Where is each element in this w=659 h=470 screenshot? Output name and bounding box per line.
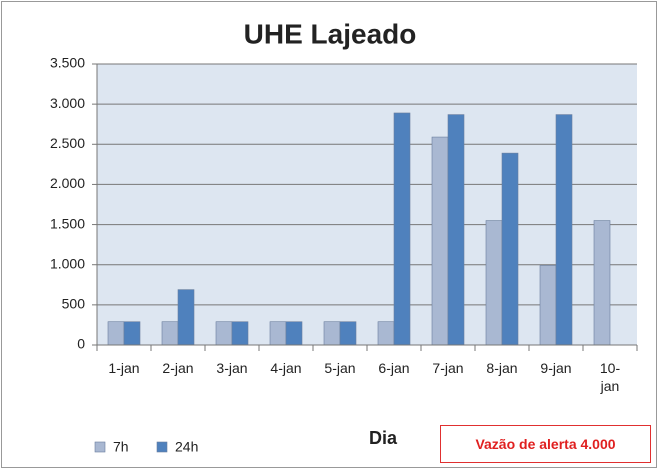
- bar: [555, 114, 573, 346]
- x-tick-label: 8-jan: [486, 360, 518, 376]
- x-tick-label: 4-jan: [270, 360, 302, 376]
- bar: [161, 321, 179, 346]
- x-tick-label: 6-jan: [378, 360, 410, 376]
- y-tick-label: 0: [77, 336, 85, 352]
- bar: [231, 321, 249, 346]
- bar: [123, 321, 141, 346]
- x-tick-label: 9-jan: [540, 360, 572, 376]
- x-tick-label: 1-jan: [108, 360, 140, 376]
- bar: [377, 321, 395, 346]
- y-tick-label: 500: [62, 296, 86, 312]
- x-tick-label: 5-jan: [324, 360, 356, 376]
- y-tick-label: 2.500: [50, 135, 85, 151]
- bar: [539, 265, 557, 346]
- bar: [485, 220, 503, 346]
- bar: [447, 114, 465, 346]
- x-tick-label: 3-jan: [216, 360, 248, 376]
- bar: [269, 321, 287, 346]
- bar: [323, 321, 341, 346]
- y-tick-label: 1.000: [50, 255, 85, 271]
- bar: [177, 289, 195, 346]
- y-tick-label: 3.500: [50, 55, 85, 71]
- x-tick-label: 10-jan: [599, 360, 621, 394]
- bar: [285, 321, 303, 346]
- x-axis-label: Dia: [369, 428, 398, 448]
- y-tick-label: 3.000: [50, 95, 85, 111]
- annotation: Vazão de alerta 4.000: [440, 425, 651, 463]
- bar: [393, 112, 411, 346]
- legend-swatch: [94, 441, 106, 453]
- legend-label: 7h: [113, 439, 129, 455]
- x-tick-label: 7-jan: [432, 360, 464, 376]
- y-tick-label: 2.000: [50, 175, 85, 191]
- bar: [215, 321, 233, 346]
- bar: [107, 321, 125, 346]
- legend-label: 24h: [175, 439, 198, 455]
- chart-title: UHE Lajeado: [244, 18, 417, 49]
- bar: [431, 136, 449, 346]
- bar: [593, 220, 611, 346]
- bar: [501, 152, 519, 346]
- y-tick-label: 1.500: [50, 215, 85, 231]
- legend-swatch: [156, 441, 168, 453]
- bar: [339, 321, 357, 346]
- x-tick-label: 2-jan: [162, 360, 194, 376]
